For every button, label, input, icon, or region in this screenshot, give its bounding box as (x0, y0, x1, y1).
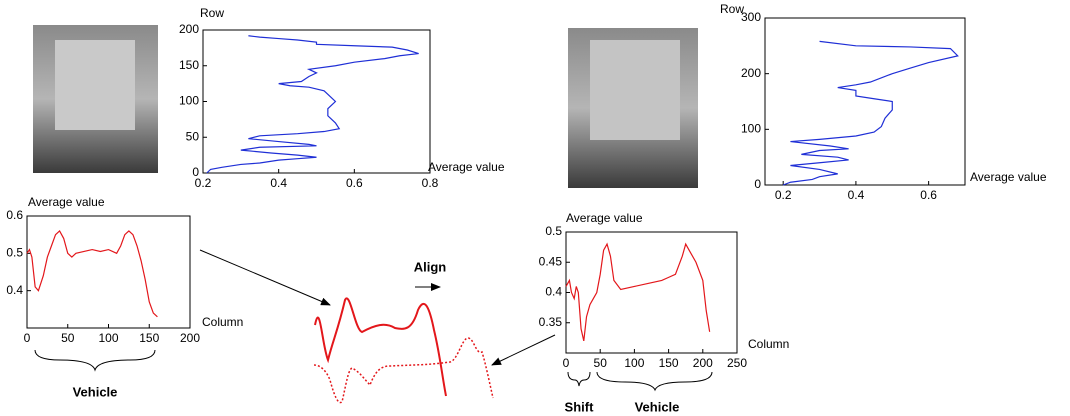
x-tick-label: 0.2 (195, 176, 212, 190)
profile-line (565, 242, 711, 342)
y-tick-label: 0.6 (6, 208, 23, 222)
y-tick-label: 50 (186, 129, 200, 143)
y-tick-label: 0.35 (539, 315, 563, 329)
y-tick-label: 200 (179, 22, 199, 36)
brace-label: Vehicle (635, 399, 680, 414)
x-tick-label: 0.2 (775, 188, 792, 202)
profile-line (782, 40, 959, 186)
x-tick-label: 100 (624, 356, 644, 370)
y-tick-label: 100 (179, 94, 199, 108)
profile-line (26, 229, 158, 318)
align-label: Align (414, 259, 447, 274)
brace (596, 371, 713, 392)
x-tick-label: 250 (727, 356, 747, 370)
y-axis-label: Average value (28, 195, 105, 209)
plot-frame (565, 231, 738, 354)
x-tick-label: 50 (61, 331, 75, 345)
x-tick-label: 150 (659, 356, 679, 370)
plot-frame (202, 29, 431, 174)
x-tick-label: 0.6 (346, 176, 363, 190)
y-tick-label: 100 (741, 122, 761, 136)
y-tick-label: 300 (741, 10, 761, 24)
shifted-profile (313, 337, 494, 404)
x-tick-label: 0.4 (848, 188, 865, 202)
arrow (491, 334, 556, 366)
x-tick-label: 200 (180, 331, 200, 345)
brace (567, 371, 591, 387)
x-tick-label: 0.4 (270, 176, 287, 190)
plot-frame (26, 215, 191, 329)
x-axis-label: Column (202, 315, 243, 329)
truck-box (55, 40, 135, 130)
x-tick-label: 150 (139, 331, 159, 345)
y-axis-label: Average value (566, 211, 643, 225)
x-tick-label: 200 (693, 356, 713, 370)
truck-box (590, 40, 680, 140)
arrow (199, 249, 331, 306)
x-tick-label: 50 (594, 356, 608, 370)
x-tick-label: 100 (98, 331, 118, 345)
x-tick-label: 0 (24, 331, 31, 345)
x-tick-label: 0.8 (422, 176, 439, 190)
y-axis-label: Row (200, 6, 224, 20)
y-tick-label: 0.4 (545, 285, 562, 299)
y-tick-label: 150 (179, 58, 199, 72)
brace (34, 349, 156, 372)
brace-label: Vehicle (73, 384, 118, 399)
y-tick-label: 0 (754, 177, 761, 191)
profile-line (206, 35, 419, 174)
plot-frame (764, 17, 966, 186)
x-tick-label: 0.6 (920, 188, 937, 202)
y-tick-label: 0.5 (545, 224, 562, 238)
brace-label: Shift (565, 399, 595, 414)
y-tick-label: 0.5 (6, 246, 23, 260)
x-axis-label: Average value (428, 160, 505, 174)
y-axis-label: Row (720, 2, 744, 16)
x-tick-label: 0 (563, 356, 570, 370)
y-tick-label: 0 (192, 165, 199, 179)
x-axis-label: Average value (970, 170, 1047, 184)
y-tick-label: 200 (741, 66, 761, 80)
y-tick-label: 0.45 (539, 254, 563, 268)
x-axis-label: Column (748, 337, 789, 351)
aligned-profile (314, 297, 447, 397)
y-tick-label: 0.4 (6, 283, 23, 297)
